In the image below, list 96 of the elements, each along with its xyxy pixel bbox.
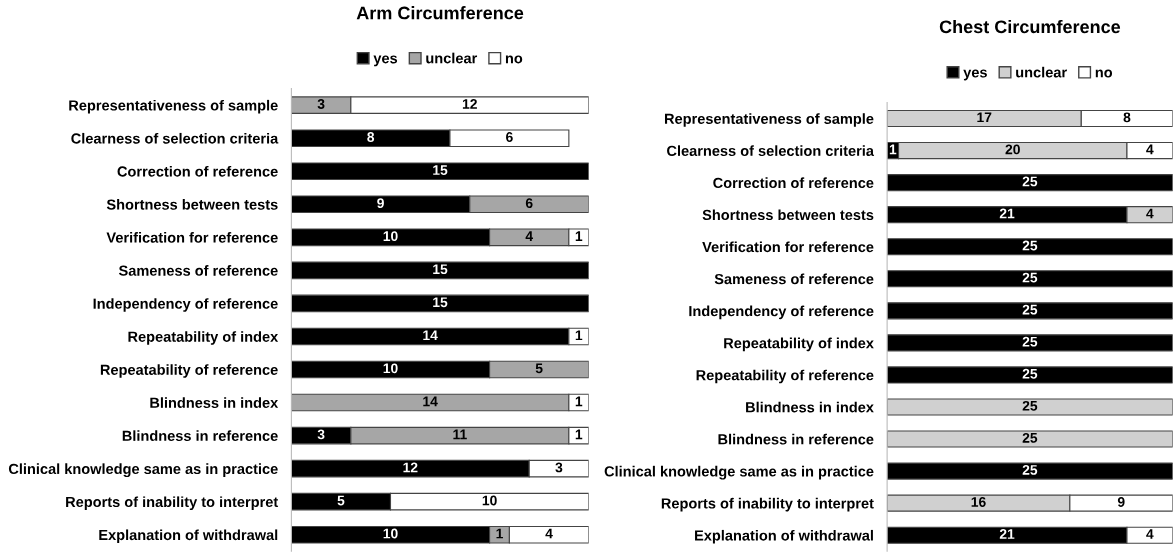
y-tick-label: Correction of reference [713,177,874,189]
data-label: 14 [423,330,438,341]
y-tick-label: Correction of reference [117,165,278,177]
data-label: 25 [1022,176,1038,187]
y-tick-label: Blindness in reference [122,430,278,442]
bar [291,162,589,181]
y-tick-label: Repeatability of index [128,331,279,345]
y-tick-label: Sameness of reference [714,273,874,285]
y-tick-label: Reports of inability to interpret [66,496,279,510]
y-tick-label: Clinical knowledge same as in practice [8,463,278,477]
data-label: 1 [496,528,503,539]
bar [887,334,1173,352]
data-label: 4 [1146,529,1154,539]
legend-label: yes [373,55,398,67]
y-tick-label: Representativeness of sample [69,99,278,114]
data-label: 9 [377,198,384,209]
legend-label: no [505,55,523,64]
bar [291,261,589,280]
y-tick-label: Repeatability of reference [696,369,874,384]
data-label: 6 [525,198,533,209]
data-label: 15 [433,297,448,308]
y-tick-label: Independency of reference [689,305,874,320]
bar [887,430,1173,448]
y-tick-label: Explanation of withdrawal [99,529,278,544]
data-label: 3 [317,99,325,109]
y-tick-label: Sameness of reference [118,265,278,276]
y-tick-label: Blindness in index [746,401,874,413]
data-label: 3 [317,429,325,440]
bar [887,302,1173,320]
data-label: 25 [1022,464,1038,475]
data-label: 25 [1022,400,1038,411]
data-label: 5 [535,363,543,374]
data-label: 14 [423,396,438,407]
data-label: 15 [433,165,448,175]
y-tick-label: Verification for reference [702,241,874,253]
data-label: 1 [575,231,583,241]
data-label: 20 [1005,144,1020,155]
y-tick-label: Representativeness of sample [664,113,874,127]
data-label: 10 [482,495,497,506]
legend-label: unclear [426,52,478,64]
data-label: 21 [999,529,1015,539]
data-label: 1 [575,330,583,341]
legend-label: yes [963,69,987,81]
y-tick-label: Reports of inability to interpret [661,497,874,512]
legend-label: no [1095,69,1113,78]
y-tick-label: Blindness in reference [718,433,874,445]
data-label: 16 [971,497,986,507]
data-label: 4 [1146,208,1154,219]
bar [887,270,1173,288]
data-label: 12 [462,99,477,109]
y-tick-label: Clearness of selection criteria [667,145,875,156]
y-tick-label: Shortness between tests [106,199,278,210]
chart-title: Chest Circumference [939,19,1121,34]
bar [291,294,589,313]
data-label: 4 [545,528,553,539]
data-label: 1 [575,396,583,407]
data-label: 15 [433,264,448,275]
data-label: 25 [1022,368,1038,379]
bar [887,398,1173,416]
bar [887,174,1173,192]
bar [887,462,1173,480]
y-tick-label: Clinical knowledge same as in practice [604,465,874,480]
data-label: 9 [1117,497,1125,507]
y-tick-label: Independency of reference [93,298,278,312]
data-label: 1 [575,429,583,440]
data-label: 12 [403,462,418,473]
data-label: 8 [367,132,375,142]
y-tick-label: Blindness in index [150,397,279,408]
chart-title: Arm Circumference [356,6,524,20]
bar [887,238,1173,256]
data-label: 4 [1146,144,1154,155]
y-tick-label: Verification for reference [106,232,278,243]
y-tick-label: Clearness of selection criteria [71,132,279,144]
data-label: 8 [1123,112,1131,123]
data-label: 6 [506,132,513,142]
data-label: 10 [383,231,398,242]
data-label: 10 [383,363,398,374]
data-label: 3 [555,462,563,473]
data-label: 25 [1022,432,1038,443]
bar [887,366,1173,384]
data-label: 10 [383,528,398,539]
data-label: 1 [889,144,897,155]
legend-label: unclear [1016,66,1067,78]
data-label: 25 [1022,240,1038,251]
y-tick-label: Shortness between tests [702,209,874,221]
data-label: 11 [453,429,467,440]
data-label: 4 [525,231,534,241]
data-label: 25 [1022,272,1038,283]
data-label: 25 [1022,336,1038,347]
data-label: 21 [999,208,1015,219]
data-label: 17 [977,112,992,123]
y-tick-label: Repeatability of reference [100,364,278,378]
y-tick-label: Repeatability of index [724,337,874,352]
data-label: 5 [337,495,345,506]
y-tick-label: Explanation of withdrawal [695,529,873,544]
data-label: 25 [1022,304,1038,315]
